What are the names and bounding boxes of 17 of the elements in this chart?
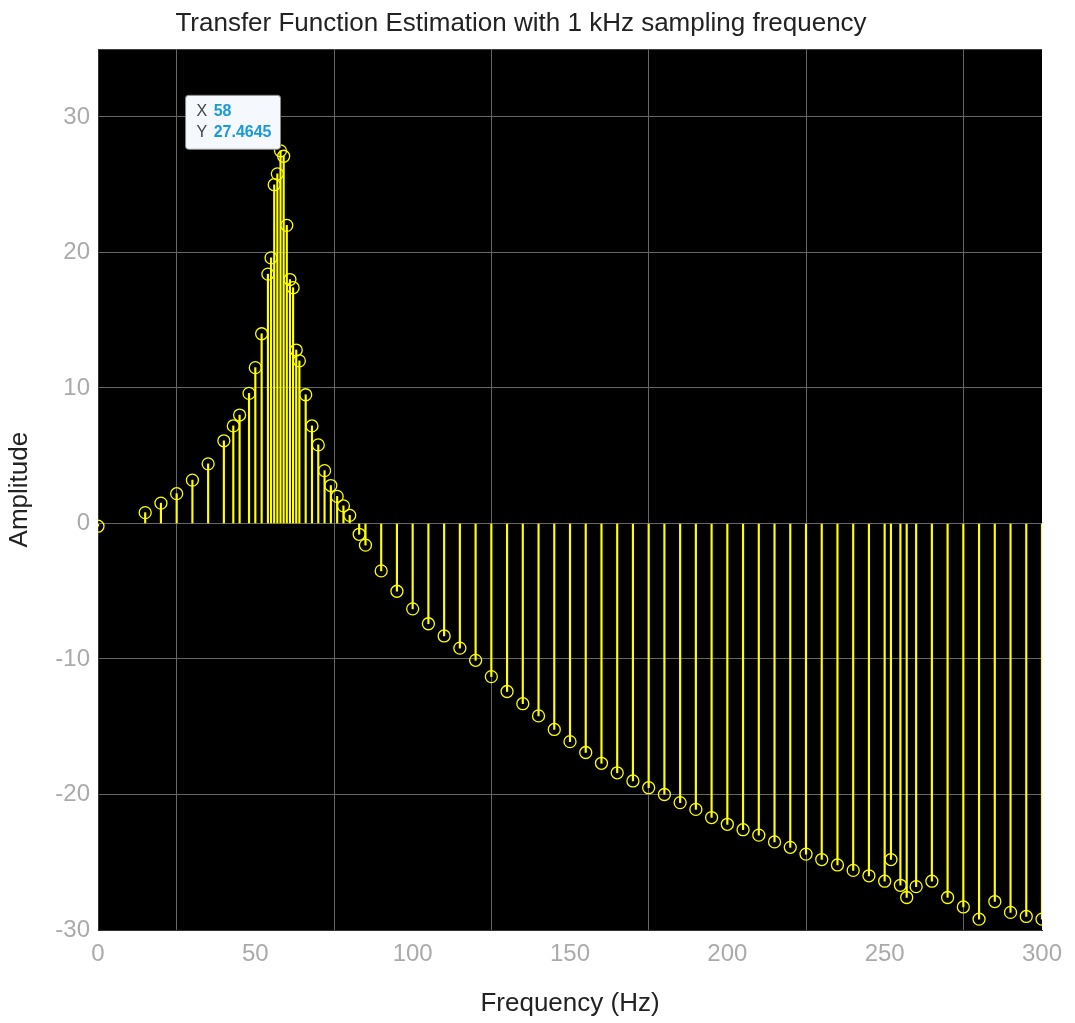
annotation: X 58 Y 27.4645 <box>196 102 272 141</box>
y-axis-title: Amplitude <box>2 431 33 548</box>
y-tick-label: 10 <box>63 372 90 400</box>
x-tick-label: 300 <box>1021 939 1063 967</box>
chart-title: Transfer Function Estimation with 1 kHz sampling frequency <box>175 6 867 37</box>
y-tick-label: 0 <box>76 508 90 536</box>
y-tick-label: 20 <box>63 237 90 265</box>
x-tick-label: 100 <box>392 939 433 967</box>
y-tick-label: 30 <box>63 101 90 129</box>
y-tick-label: -30 <box>55 914 90 942</box>
x-axis-title: Frequency (Hz) <box>480 986 660 1017</box>
x-tick-label: 50 <box>241 939 269 967</box>
y-tick-label: -10 <box>55 643 90 671</box>
x-tick-label: 200 <box>707 939 748 967</box>
y-tick-label: -20 <box>55 779 90 807</box>
x-tick-label: 250 <box>864 939 905 967</box>
x-tick-label: 150 <box>549 939 591 967</box>
